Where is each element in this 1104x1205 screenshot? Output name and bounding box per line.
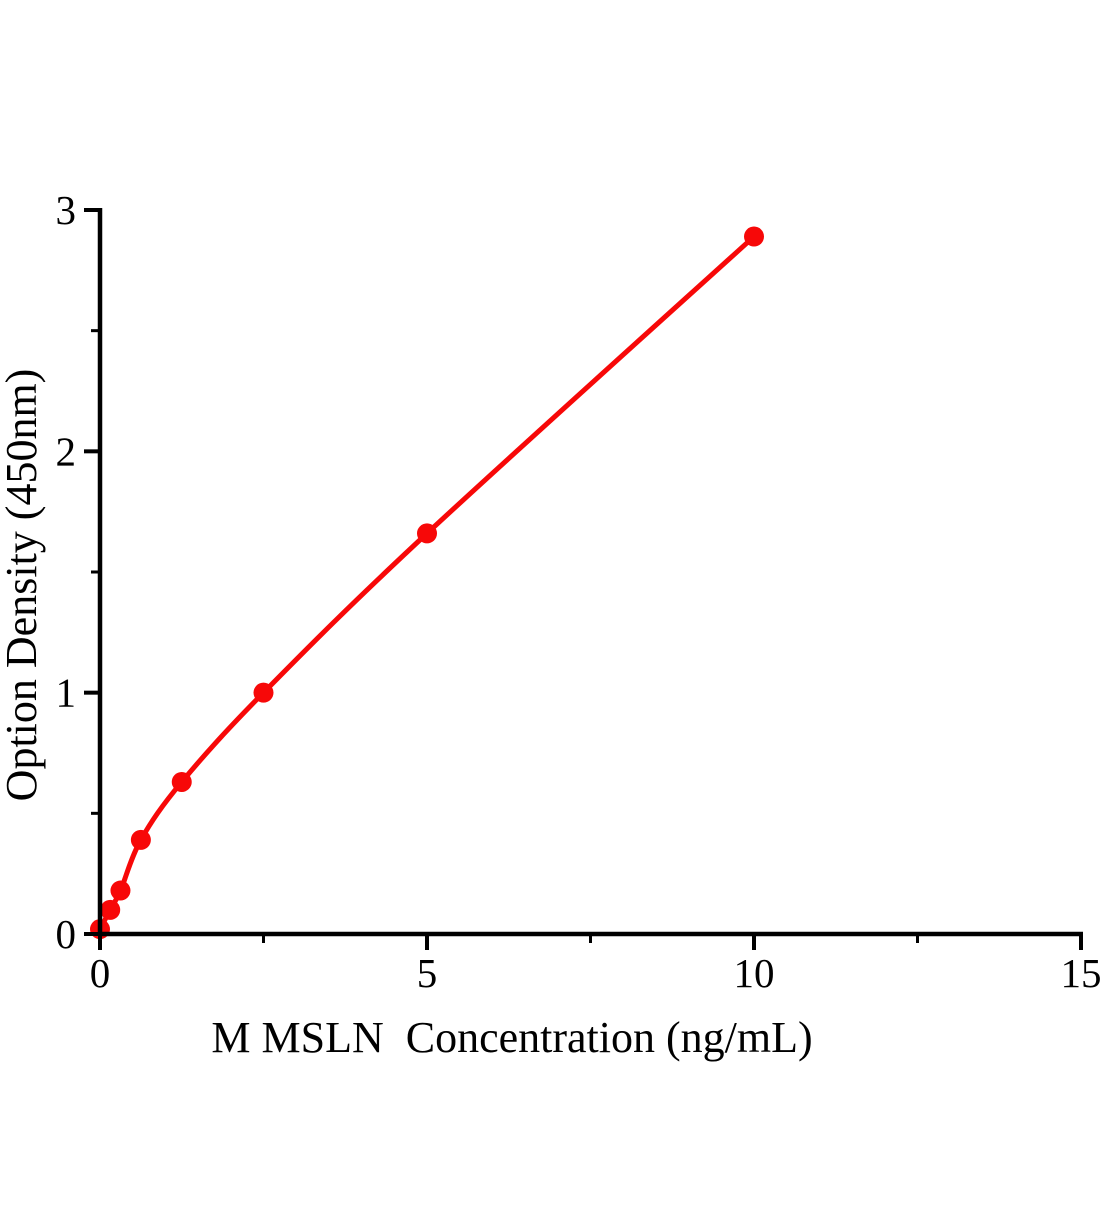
data-point: [744, 226, 764, 247]
x-tick-label: 10: [734, 950, 775, 996]
data-point: [110, 880, 131, 901]
data-point: [253, 682, 274, 703]
y-axis-title: Option Density (450nm): [0, 369, 46, 802]
curve-line: [97, 234, 756, 931]
x-axis-title: M MSLN Concentration (ng/mL): [211, 1013, 812, 1062]
data-point: [130, 829, 151, 850]
plot-area: 0 5 10 15 0 1 2 3: [56, 187, 1102, 996]
y-tick-label: 2: [56, 428, 77, 474]
data-point: [171, 771, 192, 792]
y-tick-label: 1: [56, 670, 77, 716]
x-tick-label: 5: [417, 950, 438, 996]
data-point: [417, 523, 437, 544]
data-point: [100, 899, 121, 920]
x-tick-label: 0: [90, 950, 111, 996]
y-tick-label: 3: [56, 187, 77, 233]
x-tick-label: 15: [1061, 950, 1102, 996]
y-tick-label: 0: [56, 911, 77, 957]
